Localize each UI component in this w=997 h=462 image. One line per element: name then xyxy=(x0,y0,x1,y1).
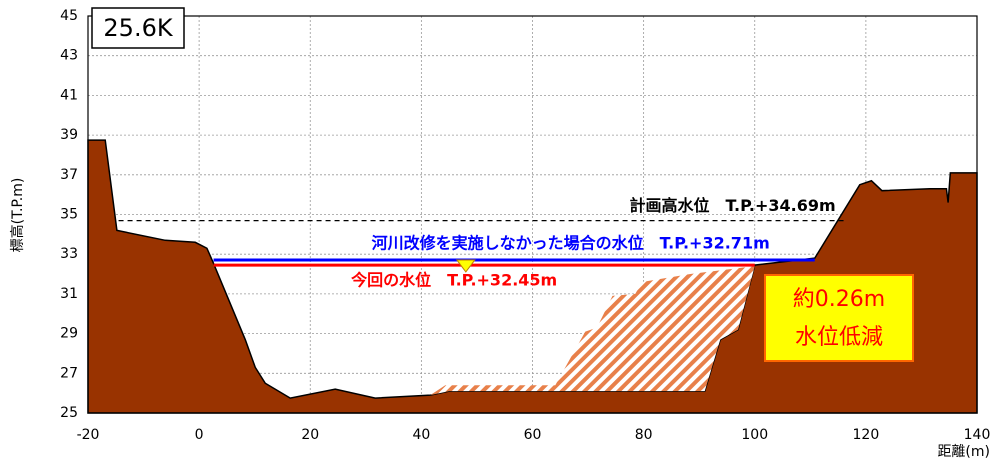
x-tick-label: 120 xyxy=(853,427,880,443)
x-axis-label: 距離(m) xyxy=(937,443,990,460)
y-tick-label: 45 xyxy=(60,8,78,24)
y-tick-label: 29 xyxy=(60,326,78,342)
y-tick-label: 43 xyxy=(60,48,78,64)
reduction-label: 水位低減 xyxy=(795,325,883,350)
level-label: 今回の水位 T.P.+32.45m xyxy=(350,271,557,290)
x-tick-label: 20 xyxy=(301,427,319,443)
x-tick-label: 80 xyxy=(635,427,653,443)
x-tick-label: 140 xyxy=(964,427,991,443)
y-tick-label: 39 xyxy=(60,127,78,143)
y-tick-label: 33 xyxy=(60,246,78,262)
y-tick-label: 31 xyxy=(60,286,78,302)
reduction-box xyxy=(764,274,914,362)
level-marker xyxy=(455,259,476,273)
x-tick-label: 100 xyxy=(741,427,768,443)
y-tick-label: 35 xyxy=(60,207,78,223)
y-tick-label: 41 xyxy=(60,87,78,103)
level-label: 計画高水位 T.P.+34.69m xyxy=(630,196,836,215)
plot-frame xyxy=(87,15,978,414)
section-label: 25.6K xyxy=(103,14,173,42)
x-tick-label: 40 xyxy=(412,427,430,443)
section-box xyxy=(91,7,185,49)
level-label: 河川改修を実施しなかった場合の水位 T.P.+32.71m xyxy=(372,233,770,252)
y-tick-label: 27 xyxy=(60,365,78,381)
x-tick-label: 60 xyxy=(524,427,542,443)
reduction-label: 約0.26m xyxy=(793,287,885,312)
y-axis-label: 標高(T.P.m) xyxy=(9,178,26,253)
excavation xyxy=(430,266,755,396)
x-tick-label: 0 xyxy=(195,427,204,443)
y-tick-label: 37 xyxy=(60,167,78,183)
x-tick-label: -20 xyxy=(77,427,100,443)
y-tick-label: 25 xyxy=(60,405,78,421)
